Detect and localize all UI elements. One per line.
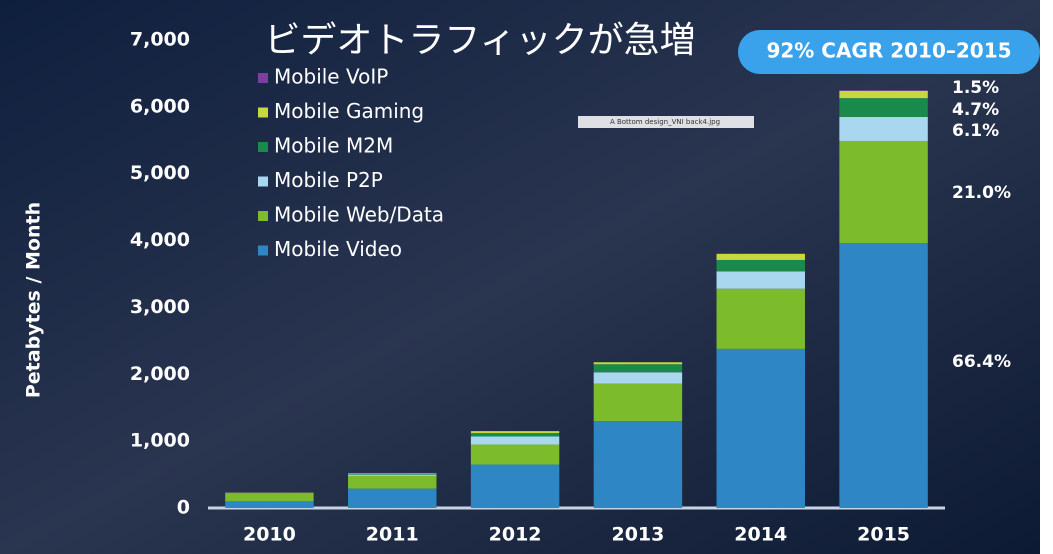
bar-segment (470, 464, 560, 508)
x-tick-label: 2010 (243, 524, 296, 546)
legend-label: Mobile Gaming (274, 99, 424, 123)
bar-segment (716, 348, 805, 508)
y-tick-label: 0 (177, 497, 190, 519)
bar-segment (225, 501, 314, 508)
bar-segment (716, 253, 805, 254)
legend-swatch (258, 245, 268, 256)
badge-text: 92% CAGR 2010–2015 (766, 39, 1011, 63)
badge (738, 30, 1040, 74)
bar-segment (839, 90, 928, 91)
y-tick-label: 4,000 (130, 229, 190, 251)
x-tick-label: 2015 (857, 524, 910, 546)
bar-segment (839, 98, 928, 117)
y-tick-label: 1,000 (130, 430, 190, 452)
bar-segment (593, 362, 683, 365)
bar-segment (593, 372, 683, 384)
bar-segment (593, 421, 683, 508)
y-axis-label: Petabytes / Month (23, 202, 45, 398)
legend-label: Mobile VoIP (274, 65, 388, 89)
bar-segment (716, 253, 805, 260)
annotation: 4.7% (952, 100, 999, 120)
legend-swatch (258, 142, 268, 152)
y-tick-label: 3,000 (130, 296, 190, 318)
x-tick-label: 2011 (366, 524, 419, 546)
bar-segment (593, 364, 683, 373)
annotation: 6.1% (952, 121, 999, 141)
chart-title: ビデオトラフィックが急増 (264, 20, 695, 61)
legend-label: Mobile Web/Data (274, 203, 444, 227)
bar-segment (225, 493, 314, 494)
x-tick-label: 2014 (734, 524, 787, 546)
image-note-box (578, 116, 754, 128)
bar-segment (470, 431, 560, 434)
bar-segment (348, 488, 437, 508)
bar-segment (470, 444, 560, 465)
annotation: 21.0% (952, 183, 1011, 203)
legend-label: Mobile M2M (274, 134, 393, 158)
bar-segment (348, 474, 437, 476)
annotation: 1.5% (952, 78, 999, 98)
y-tick-label: 5,000 (130, 162, 190, 184)
x-tick-label: 2012 (489, 524, 542, 546)
bar-segment (716, 259, 805, 272)
legend-swatch (258, 211, 268, 221)
legend-swatch (258, 107, 268, 118)
legend-swatch (258, 73, 268, 83)
bar-segment (225, 493, 314, 502)
bar-segment (839, 116, 928, 141)
bar-segment (348, 475, 437, 489)
bar-segment (839, 243, 928, 508)
bar-segment (470, 436, 560, 445)
y-tick-label: 6,000 (130, 95, 190, 117)
legend-label: Mobile Video (274, 237, 402, 261)
y-tick-label: 2,000 (130, 363, 190, 385)
bar-segment (348, 473, 437, 474)
x-tick-label: 2013 (611, 524, 664, 546)
bar-segment (348, 473, 437, 475)
bar-segment (716, 288, 805, 349)
bar-segment (470, 433, 560, 437)
y-tick-label: 7,000 (130, 29, 190, 51)
bar-segment (716, 271, 805, 289)
bar-segment (839, 140, 928, 244)
image-note: A Bottom design_VNI back4.jpg (610, 118, 720, 126)
legend-label: Mobile P2P (274, 168, 383, 192)
bar-segment (593, 383, 683, 422)
annotation: 66.4% (952, 352, 1011, 372)
bar-segment (839, 90, 928, 99)
legend-swatch (258, 176, 268, 187)
